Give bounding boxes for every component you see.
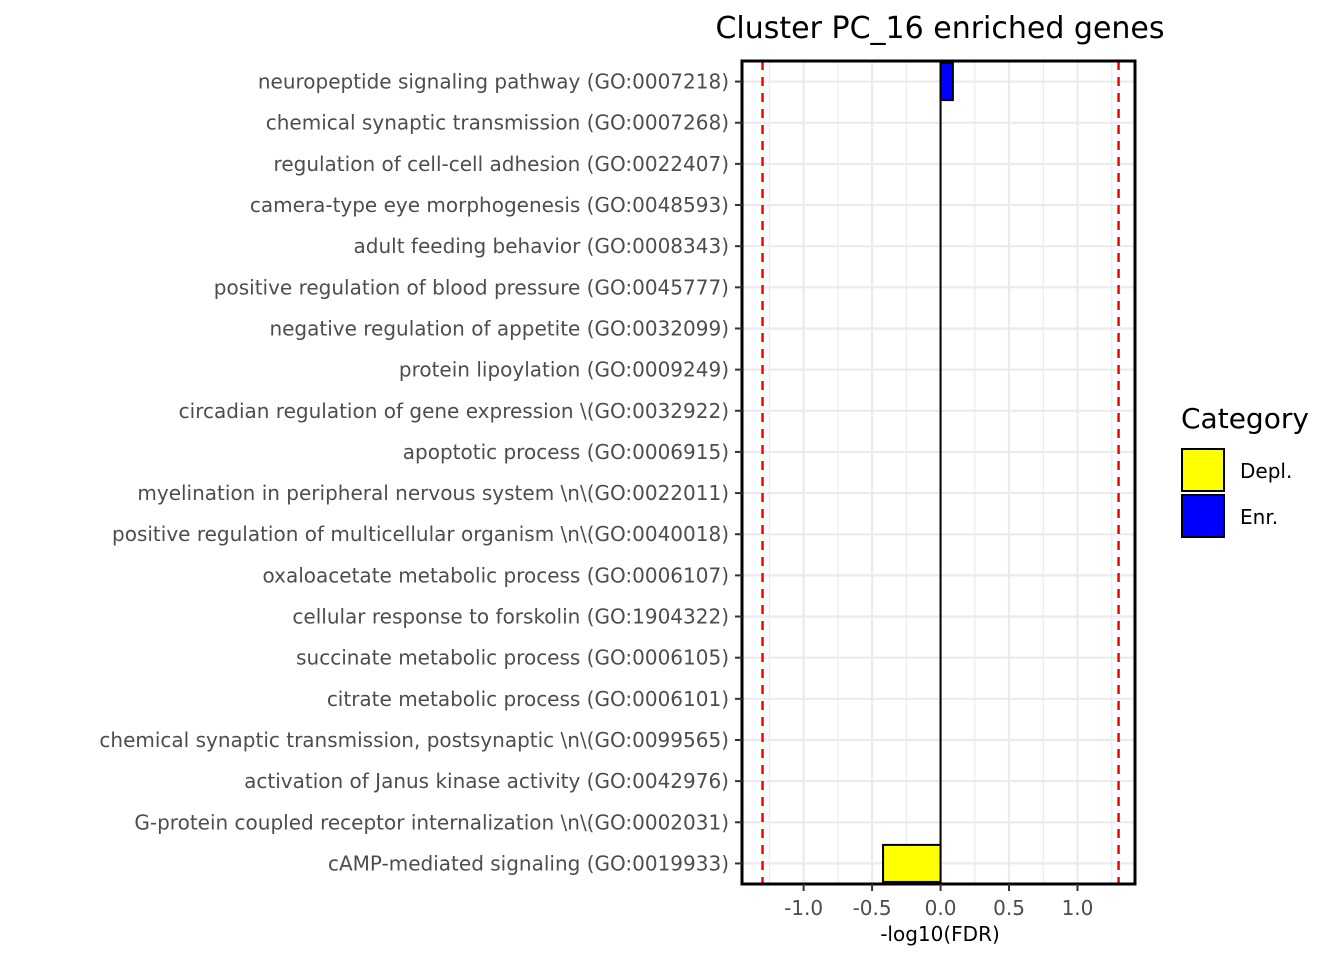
y-tick-label: cellular response to forskolin (GO:19043… xyxy=(292,605,729,629)
y-tick-label: apoptotic process (GO:0006915) xyxy=(403,440,729,464)
y-tick-label: negative regulation of appetite (GO:0032… xyxy=(269,316,729,340)
plot-panel xyxy=(742,61,1135,884)
x-axis-ticks: -1.0 -0.5 0.0 0.5 1.0 xyxy=(784,884,1093,920)
y-tick-label: G-protein coupled receptor internalizati… xyxy=(134,810,729,834)
y-tick-label: camera-type eye morphogenesis (GO:004859… xyxy=(250,193,729,217)
y-tick-label: citrate metabolic process (GO:0006101) xyxy=(327,687,729,711)
y-tick-label: neuropeptide signaling pathway (GO:00072… xyxy=(258,70,729,94)
plot-frame xyxy=(740,59,1137,886)
x-tick-label: -0.5 xyxy=(853,896,892,920)
legend-label: Enr. xyxy=(1240,505,1278,529)
bar xyxy=(882,843,942,883)
plot-grid xyxy=(742,61,1135,884)
y-tick-label: chemical synaptic transmission, postsyna… xyxy=(99,728,729,752)
y-tick-label: positive regulation of multicellular org… xyxy=(112,522,729,546)
y-tick-label: cAMP-mediated signaling (GO:0019933) xyxy=(328,851,729,875)
bar xyxy=(939,62,954,102)
y-tick-label: circadian regulation of gene expression … xyxy=(179,399,729,423)
y-axis-ticks: neuropeptide signaling pathway (GO:00072… xyxy=(99,70,742,875)
bars xyxy=(882,62,954,883)
x-tick-label: 0.0 xyxy=(925,896,957,920)
y-tick-label: positive regulation of blood pressure (G… xyxy=(214,275,729,299)
y-tick-label: succinate metabolic process (GO:0006105) xyxy=(296,646,729,670)
x-tick-label: -1.0 xyxy=(784,896,823,920)
x-axis-label: -log10(FDR) xyxy=(880,922,1000,946)
legend-title: Category xyxy=(1181,402,1309,435)
legend: Category Depl. Enr. xyxy=(1181,402,1309,538)
y-tick-label: protein lipoylation (GO:0009249) xyxy=(399,358,729,382)
legend-swatch xyxy=(1181,494,1225,538)
y-tick-label: adult feeding behavior (GO:0008343) xyxy=(354,234,729,258)
y-tick-label: oxaloacetate metabolic process (GO:00061… xyxy=(263,563,729,587)
y-tick-label: chemical synaptic transmission (GO:00072… xyxy=(266,111,729,135)
legend-label: Depl. xyxy=(1240,459,1292,483)
chart-title: Cluster PC_16 enriched genes xyxy=(715,11,1164,46)
y-tick-label: myelination in peripheral nervous system… xyxy=(137,481,729,505)
x-tick-label: 0.5 xyxy=(993,896,1025,920)
x-tick-label: 1.0 xyxy=(1062,896,1094,920)
legend-swatch xyxy=(1181,448,1225,492)
y-tick-label: regulation of cell-cell adhesion (GO:002… xyxy=(274,152,729,176)
y-tick-label: activation of Janus kinase activity (GO:… xyxy=(244,769,729,793)
